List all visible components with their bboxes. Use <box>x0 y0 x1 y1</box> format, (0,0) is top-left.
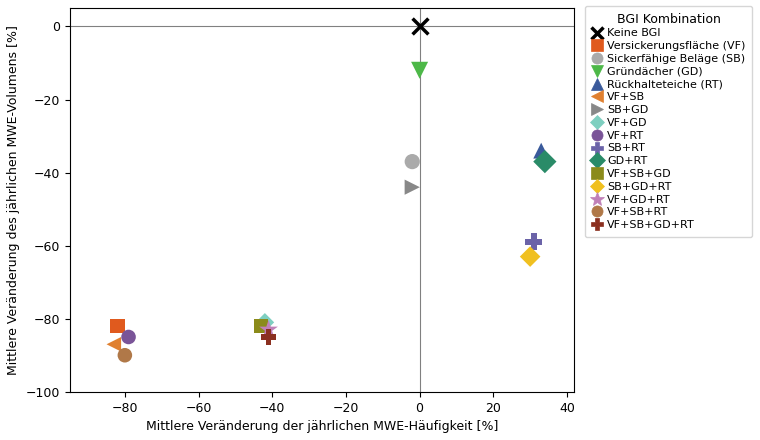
Point <box>413 67 426 74</box>
Point <box>406 183 418 191</box>
Point <box>527 238 540 246</box>
Point <box>259 319 271 326</box>
Point <box>524 253 537 260</box>
Point <box>255 323 268 330</box>
Point <box>122 334 135 341</box>
Point <box>108 341 120 348</box>
Point <box>535 147 547 154</box>
Legend: Keine BGI, Versickerungsfläche (VF), Sickerfähige Beläge (SB), Gründächer (GD), : Keine BGI, Versickerungsfläche (VF), Sic… <box>585 6 752 237</box>
Point <box>539 158 551 165</box>
Point <box>119 352 131 359</box>
X-axis label: Mittlere Veränderung der jährlichen MWE-Häufigkeit [%]: Mittlere Veränderung der jährlichen MWE-… <box>146 420 498 433</box>
Point <box>406 158 418 165</box>
Point <box>413 23 426 30</box>
Point <box>262 326 274 333</box>
Y-axis label: Mittlere Veränderung des jährlichen MWE-Volumens [%]: Mittlere Veränderung des jährlichen MWE-… <box>7 25 20 375</box>
Point <box>112 323 124 330</box>
Point <box>262 334 274 341</box>
